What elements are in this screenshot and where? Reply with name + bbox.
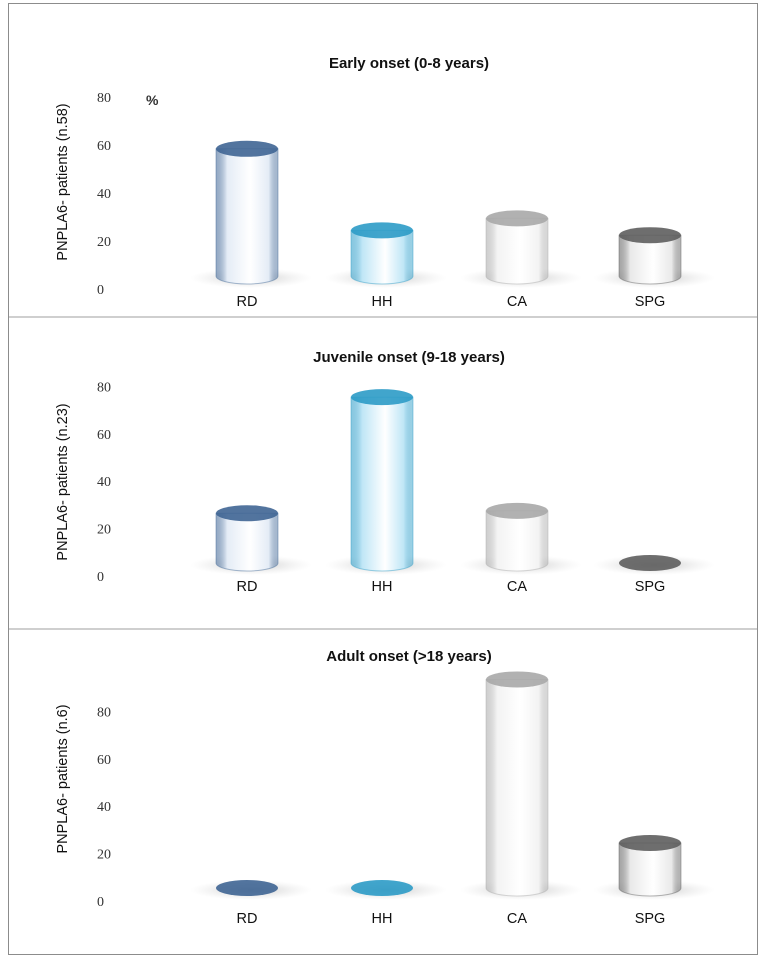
panel-3-bar-cap-rd bbox=[216, 880, 278, 896]
figure-frame: Early onset (0-8 years) PNPLA6- patients … bbox=[8, 3, 758, 955]
panel-3-bar-ca bbox=[485, 678, 549, 897]
panel-1-category-ca: CA bbox=[507, 294, 527, 310]
panel-2-tick-40: 40 bbox=[97, 475, 111, 490]
panel-3-y-axis-label: PNPLA6- patients (n.6) bbox=[55, 704, 71, 853]
panel-1-bar-ca bbox=[485, 217, 549, 285]
panel-1-title: Early onset (0-8 years) bbox=[329, 55, 489, 72]
panel-3-tick-80: 80 bbox=[97, 705, 111, 720]
panel-2-bar-hh bbox=[350, 396, 414, 572]
panel-3-tick-60: 60 bbox=[97, 753, 111, 768]
panel-2-title: Juvenile onset (9-18 years) bbox=[313, 349, 505, 366]
panel-2-category-hh: HH bbox=[372, 579, 393, 595]
panel-1-tick-40: 40 bbox=[97, 187, 111, 202]
panel-3-bar-spg bbox=[618, 842, 682, 897]
panel-1-bar-rd bbox=[215, 148, 279, 285]
panel-1-bar-cap-rd bbox=[216, 140, 278, 157]
panel-1-bar-cap-hh bbox=[351, 222, 413, 239]
panel-2-bar-cap-ca bbox=[486, 502, 548, 519]
panel-1-bar-cap-ca bbox=[486, 210, 548, 227]
panel-3-category-hh: HH bbox=[372, 911, 393, 927]
panel-3-category-spg: SPG bbox=[635, 911, 666, 927]
panel-1-tick-20: 20 bbox=[97, 235, 111, 250]
panel-1-tick-0: 0 bbox=[97, 283, 104, 298]
panel-2-bar-cap-hh bbox=[351, 389, 413, 406]
panel-2-category-ca: CA bbox=[507, 579, 527, 595]
panel-1-tick-60: 60 bbox=[97, 139, 111, 154]
panel-1-category-hh: HH bbox=[372, 294, 393, 310]
panel-2-category-rd: RD bbox=[237, 579, 258, 595]
panel-2-bar-cap-spg bbox=[619, 555, 681, 571]
panel-2-bar-cap-rd bbox=[216, 505, 278, 522]
panel-2-tick-80: 80 bbox=[97, 380, 111, 395]
panel-2-category-spg: SPG bbox=[635, 579, 666, 595]
panel-1-bar-hh bbox=[350, 229, 414, 285]
panel-2-bar-ca bbox=[485, 510, 549, 572]
panel-3-bar-cap-spg bbox=[619, 834, 681, 851]
panel-2-y-axis-label: PNPLA6- patients (n.23) bbox=[55, 403, 71, 560]
panel-1-bar-cap-spg bbox=[619, 227, 681, 244]
panel-3-bar-cap-ca bbox=[486, 671, 548, 688]
panel-3-tick-20: 20 bbox=[97, 848, 111, 863]
panel-2-tick-0: 0 bbox=[97, 570, 104, 585]
panel-3-tick-0: 0 bbox=[97, 895, 104, 910]
panel-1-unit-label: % bbox=[146, 92, 159, 108]
panel-2-tick-60: 60 bbox=[97, 428, 111, 443]
panel-3-category-ca: CA bbox=[507, 911, 527, 927]
panel-3-title: Adult onset (>18 years) bbox=[326, 648, 491, 665]
panel-1-tick-80: 80 bbox=[97, 91, 111, 106]
panel-2-bar-rd bbox=[215, 512, 279, 572]
onset-bar-charts: Early onset (0-8 years) PNPLA6- patients … bbox=[9, 55, 757, 927]
panel-2-tick-20: 20 bbox=[97, 523, 111, 538]
panel-1-category-spg: SPG bbox=[635, 294, 666, 310]
panel-1-y-axis-label: PNPLA6- patients (n.58) bbox=[55, 103, 71, 260]
panel-1-bar-spg bbox=[618, 234, 682, 285]
panel-3-category-rd: RD bbox=[237, 911, 258, 927]
panel-1-category-rd: RD bbox=[237, 294, 258, 310]
panel-3-tick-40: 40 bbox=[97, 800, 111, 815]
panel-3-bar-cap-hh bbox=[351, 880, 413, 896]
